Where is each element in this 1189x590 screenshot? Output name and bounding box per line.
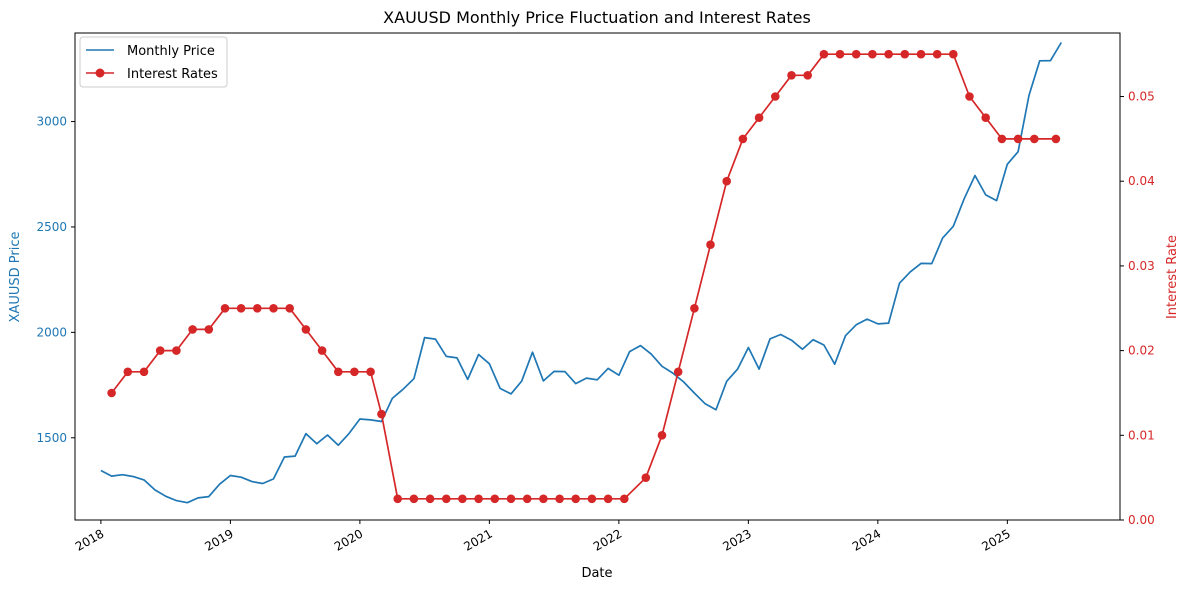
y-axis-left-title: XAUUSD Price [8,232,23,323]
y-left-tick-label-1: 2000 [36,325,67,339]
interest-rate-point [884,49,893,59]
interest-rate-point [425,494,435,504]
interest-rate-point [620,494,629,504]
interest-rate-point [317,346,327,355]
interest-rate-point [366,367,375,377]
interest-rate-point [506,494,516,504]
interest-rate-point [107,388,116,398]
interest-rate-point [220,304,230,313]
interest-rate-point [706,240,715,249]
interest-rate-point [155,346,165,355]
interest-rate-point [1013,134,1023,144]
y-right-tick-label-2: 0.02 [1128,344,1155,358]
x-axis-title: Date [581,566,612,581]
interest-rate-point [803,71,812,80]
interest-rate-point [690,304,699,313]
interest-rate-point [334,367,343,377]
interest-rate-point [301,325,311,334]
interest-rate-point [835,49,845,59]
y-left-tick-label-2: 2500 [36,220,67,234]
interest-rate-point [172,346,181,355]
interest-rate-point [819,49,829,59]
legend-box [79,36,228,88]
interest-rate-point [236,304,246,313]
interest-rate-point [587,494,597,504]
interest-rate-point [916,49,926,59]
interest-rate-point [965,92,974,101]
y-right-tick-label-5: 0.05 [1128,90,1155,104]
interest-rate-point [851,49,861,59]
interest-rate-point [539,494,548,504]
interest-rate-point [474,494,483,504]
interest-rate-point [490,494,500,504]
interest-rate-point [657,431,667,440]
legend-label-monthly-price: Monthly Price [127,44,215,59]
series-line-0 [100,42,1063,504]
interest-rate-point [673,367,683,377]
interest-rate-point [932,49,942,59]
y-right-tick-label-0: 0.00 [1128,513,1155,527]
chart-title: XAUUSD Monthly Price Fluctuation and Int… [383,8,811,27]
interest-rate-point [868,49,877,59]
interest-rate-point [722,176,731,186]
interest-rate-point [754,113,764,122]
interest-rate-point [738,134,748,144]
interest-rate-point [949,49,958,59]
interest-rate-point [123,367,133,377]
interest-rate-point [188,325,197,334]
interest-rate-point [900,49,910,59]
legend: Monthly Price Interest Rates [79,36,228,88]
legend-marker-interest-rates [95,68,105,78]
interest-rate-point [981,113,990,122]
interest-rate-point [350,367,359,377]
interest-rate-point [997,134,1007,144]
y-axis-right: 0.00 0.01 0.02 0.03 0.04 0.05 [1120,90,1155,527]
interest-rate-point [641,473,651,483]
interest-rate-point [285,304,295,313]
y-axis-left: 1500 2000 2500 3000 [36,115,75,445]
interest-rate-point [771,92,780,101]
interest-rate-point [555,494,564,504]
interest-rate-point [252,304,262,313]
plot-frame [74,32,1121,521]
y-axis-right-title: Interest Rate [1165,235,1180,319]
interest-rate-point [458,494,467,504]
interest-rate-point [1051,134,1061,144]
interest-rate-point [787,71,796,80]
interest-rate-point [393,494,403,504]
y-right-tick-label-4: 0.04 [1128,174,1155,188]
interest-rate-point [571,494,580,504]
interest-rate-point [522,494,532,504]
y-left-tick-label-0: 1500 [36,431,67,445]
y-left-tick-label-3: 3000 [36,115,67,129]
interest-rate-point [204,325,214,334]
legend-label-interest-rates: Interest Rates [127,67,218,82]
interest-rate-point [377,409,386,419]
y-right-tick-label-1: 0.01 [1128,428,1155,442]
interest-rate-point [1030,134,1039,144]
interest-rate-point [409,494,419,504]
series-layer [100,42,1063,504]
interest-rate-point [603,494,613,504]
y-right-tick-label-3: 0.03 [1128,259,1155,273]
interest-rate-point [269,304,278,313]
interest-rate-point [139,367,149,377]
interest-rate-point [442,494,451,504]
